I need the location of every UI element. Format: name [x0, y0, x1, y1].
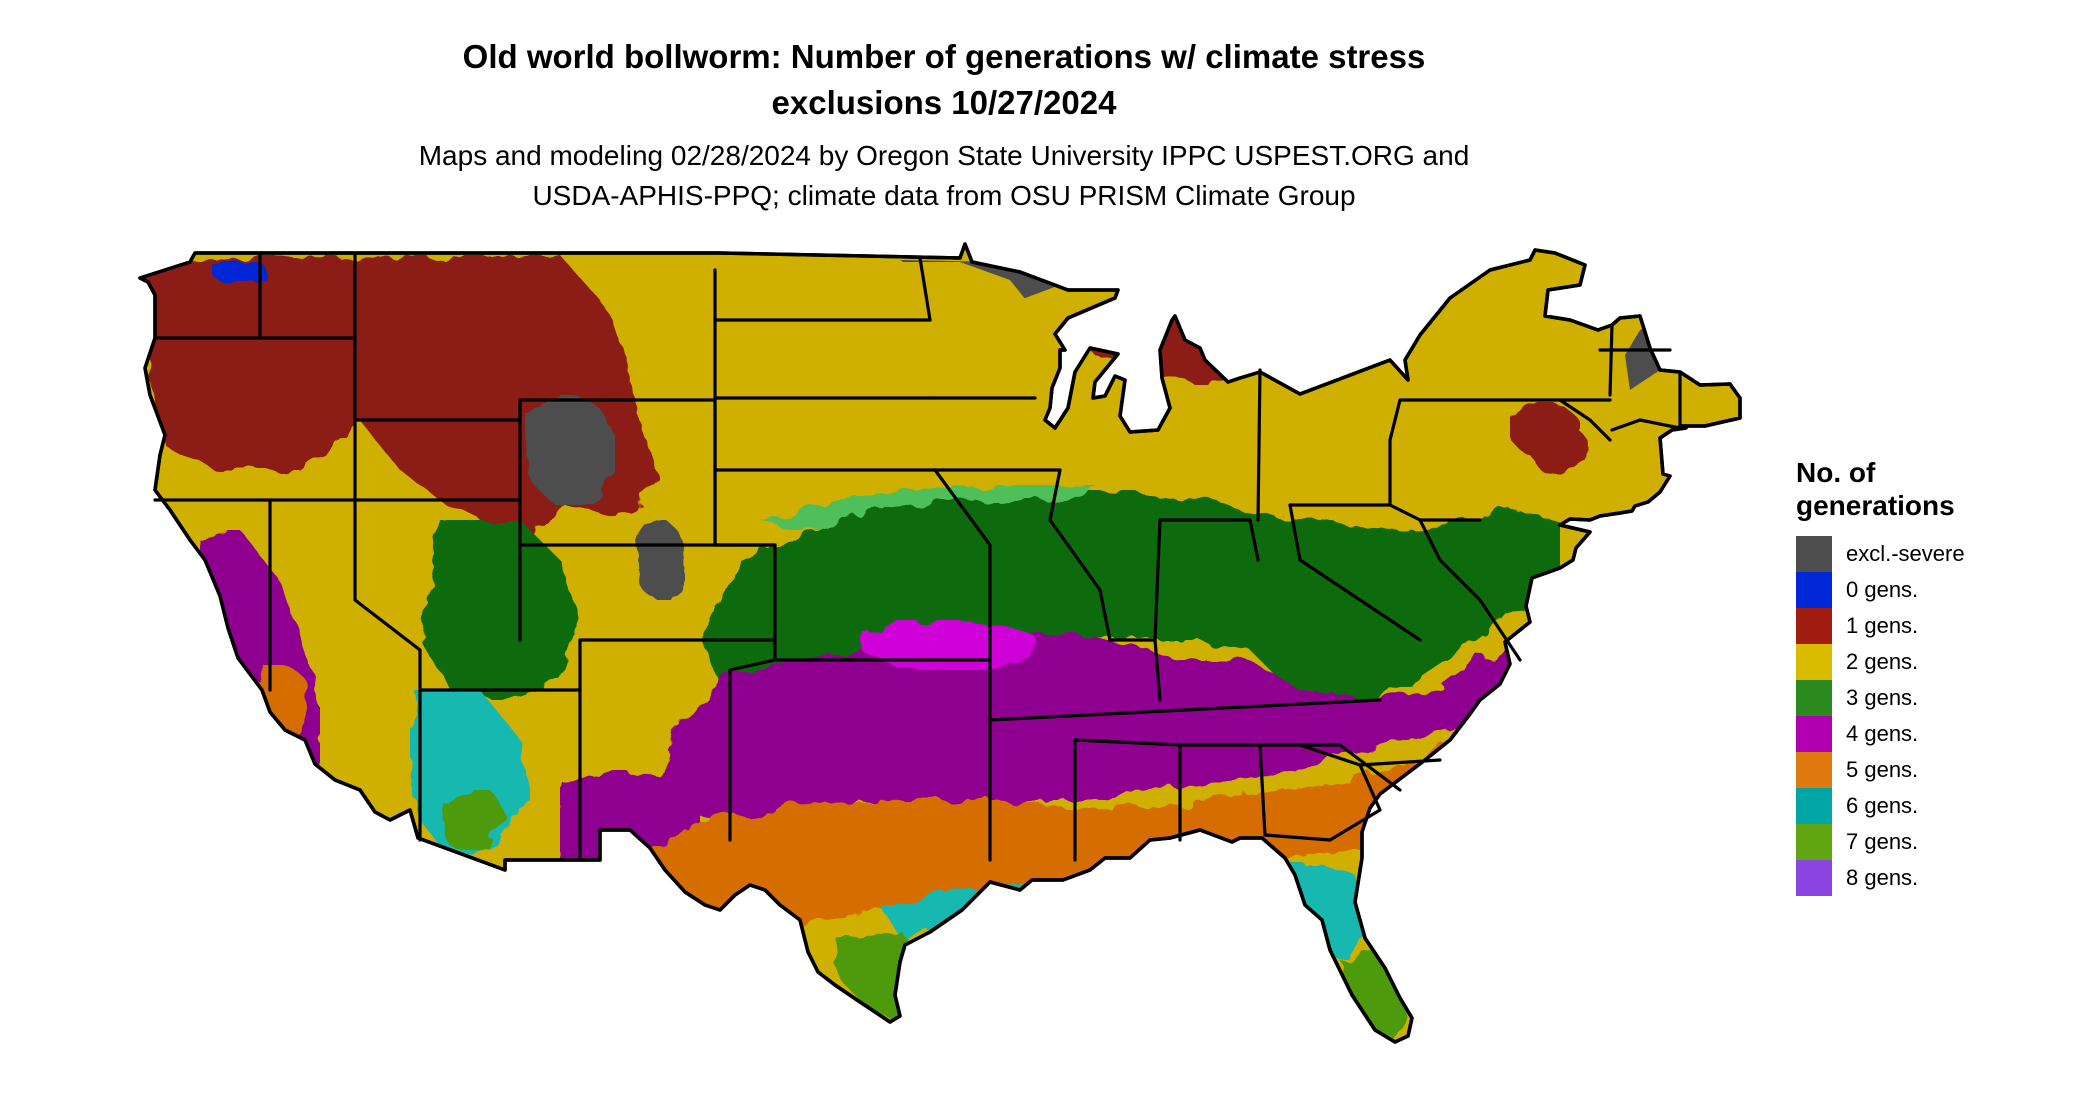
legend-item: 8 gens.	[1796, 860, 1965, 896]
zone-5-gens-gulf-states	[650, 700, 1530, 930]
zone-1-gen-northwest	[140, 255, 660, 560]
state-border	[1263, 833, 1332, 842]
state-border	[933, 468, 992, 662]
map-title: Old world bollworm: Number of generation…	[0, 34, 1888, 126]
state-borders	[153, 253, 1682, 862]
state-border	[1328, 763, 1382, 842]
legend-label: 3 gens.	[1846, 685, 1919, 710]
legend-item: 0 gens.	[1796, 572, 1965, 608]
legend-item: 6 gens.	[1796, 788, 1965, 824]
legend-title-line-2: generations	[1796, 490, 1955, 521]
legend-title: No. of generations	[1796, 456, 1965, 522]
legend-swatch	[1796, 860, 1832, 896]
legend-item: 2 gens.	[1796, 644, 1965, 680]
zone-excl-colorado	[635, 520, 685, 600]
state-border	[1388, 398, 1562, 442]
legend-item: 3 gens.	[1796, 680, 1965, 716]
state-border	[988, 698, 1382, 722]
zone-excl-wyoming	[525, 395, 615, 505]
legend-swatch	[1796, 716, 1832, 752]
state-border	[918, 256, 932, 322]
zone-4-gens-southwest	[560, 770, 700, 860]
state-border	[1153, 638, 1162, 702]
legend-label: 2 gens.	[1846, 649, 1919, 674]
state-border	[1610, 418, 1682, 432]
legend-item: 1 gens.	[1796, 608, 1965, 644]
state-border	[1608, 323, 1614, 397]
legend-swatch	[1796, 536, 1832, 572]
legend-swatch	[1796, 680, 1832, 716]
zone-3-gens-light-fringe	[760, 485, 1100, 530]
state-border	[1418, 518, 1522, 662]
legend: No. of generations excl.-severe 0 gens. 1 …	[1796, 456, 1965, 896]
map-subtitle-line-2: USDA-APHIS-PPQ; climate data from OSU PR…	[532, 180, 1356, 211]
map-subtitle: Maps and modeling 02/28/2024 by Oregon S…	[0, 136, 1888, 216]
zone-0-gen-cascades	[212, 260, 268, 284]
legend-swatch	[1796, 608, 1832, 644]
state-border	[353, 498, 422, 652]
map-title-line-2: exclusions 10/27/2024	[771, 84, 1117, 121]
legend-label: 0 gens.	[1846, 577, 1919, 602]
zone-7-gens-arizona	[440, 790, 510, 850]
us-generations-map	[138, 242, 1742, 1044]
zone-4-gens-south-central	[660, 630, 1530, 830]
legend-item: 7 gens.	[1796, 824, 1965, 860]
legend-swatch	[1796, 644, 1832, 680]
map-title-line-1: Old world bollworm: Number of generation…	[462, 38, 1426, 75]
state-border	[1258, 743, 1402, 792]
zone-1-gen-ny	[1530, 425, 1590, 475]
state-border	[1288, 503, 1422, 642]
legend-label: 4 gens.	[1846, 721, 1919, 746]
legend-swatch	[1796, 824, 1832, 860]
legend-label: 6 gens.	[1846, 793, 1919, 818]
legend-label: 7 gens.	[1846, 829, 1919, 854]
legend-title-line-1: No. of	[1796, 457, 1876, 488]
zone-2-gens-plains	[700, 262, 1060, 480]
legend-label: 8 gens.	[1846, 865, 1919, 890]
legend-swatch	[1796, 788, 1832, 824]
legend-item: excl.-severe	[1796, 536, 1965, 572]
state-border	[933, 468, 1062, 522]
state-border	[578, 638, 777, 692]
zone-3-gens-west	[420, 520, 580, 700]
legend-swatch	[1796, 572, 1832, 608]
legend-item: 5 gens.	[1796, 752, 1965, 788]
zone-8-gens-keys	[1350, 1040, 1380, 1042]
zone-4-gens-bright-ozarks	[860, 620, 1040, 670]
state-border	[1048, 518, 1112, 642]
legend-items: excl.-severe 0 gens. 1 gens. 2 gens. 3 gens.…	[1796, 536, 1965, 896]
legend-label: 5 gens.	[1846, 757, 1919, 782]
zone-7-gens-south-florida	[1340, 950, 1410, 1040]
legend-swatch	[1796, 752, 1832, 788]
generation-color-layers	[140, 244, 1740, 1042]
state-border	[1558, 398, 1612, 442]
map-subtitle-line-1: Maps and modeling 02/28/2024 by Oregon S…	[418, 140, 1470, 171]
legend-label: 1 gens.	[1846, 613, 1919, 638]
legend-item: 4 gens.	[1796, 716, 1965, 752]
country-outline-path	[138, 242, 1742, 1044]
state-border	[713, 543, 777, 662]
state-border	[1256, 368, 1262, 522]
state-border	[728, 658, 777, 842]
legend-label: excl.-severe	[1846, 541, 1965, 566]
state-border	[1158, 518, 1260, 562]
